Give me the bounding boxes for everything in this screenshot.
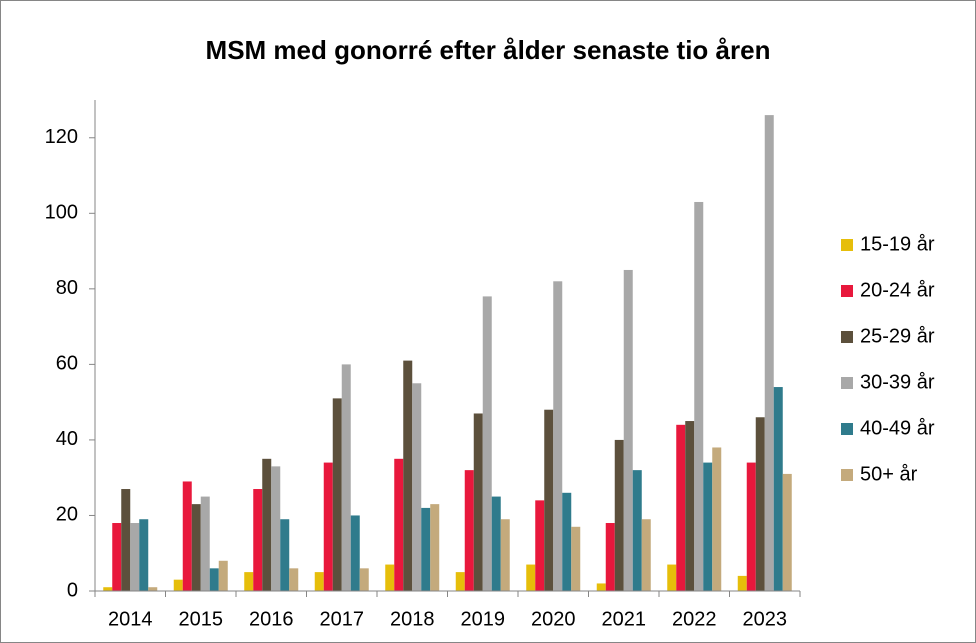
x-tick-label: 2015: [179, 608, 224, 630]
bar: [412, 383, 422, 591]
y-tick-label: 0: [67, 579, 78, 601]
legend-label: 30-39 år: [860, 371, 935, 393]
bar: [130, 523, 140, 591]
x-tick-label: 2021: [602, 608, 647, 630]
legend-label: 50+ år: [860, 463, 918, 485]
x-tick-label: 2016: [249, 608, 294, 630]
bar: [773, 387, 783, 591]
bar: [755, 417, 765, 591]
bar: [737, 575, 747, 591]
legend-label: 40-49 år: [860, 417, 935, 439]
bar: [209, 568, 219, 591]
bar: [359, 568, 369, 591]
bar: [200, 496, 210, 591]
x-tick-label: 2017: [320, 608, 365, 630]
bar: [421, 507, 431, 591]
bar: [544, 409, 554, 591]
y-tick-label: 20: [56, 504, 78, 526]
legend-swatch: [841, 423, 853, 435]
y-tick-label: 60: [56, 353, 78, 375]
chart-title: MSM med gonorré efter ålder senaste tio …: [206, 35, 771, 65]
bar: [596, 583, 606, 591]
x-tick-label: 2019: [461, 608, 506, 630]
y-tick-label: 40: [56, 428, 78, 450]
legend-label: 25-29 år: [860, 325, 935, 347]
bar: [746, 462, 756, 591]
bar: [473, 413, 483, 591]
bar: [332, 398, 342, 591]
legend-label: 15-19 år: [860, 233, 935, 255]
bar: [571, 526, 581, 591]
bar: [385, 564, 395, 591]
bar: [244, 572, 254, 591]
legend-swatch: [841, 331, 853, 343]
x-tick-label: 2014: [108, 608, 153, 630]
legend-swatch: [841, 239, 853, 251]
y-tick-label: 100: [45, 202, 78, 224]
bar: [553, 281, 563, 591]
bar: [491, 496, 501, 591]
bar: [271, 466, 281, 591]
bar: [605, 523, 615, 591]
legend-swatch: [841, 377, 853, 389]
legend-swatch: [841, 469, 853, 481]
x-tick-label: 2020: [531, 608, 576, 630]
bar: [464, 470, 474, 591]
bar: [712, 447, 722, 591]
bar: [262, 458, 272, 591]
y-tick-label: 120: [45, 126, 78, 148]
bar: [314, 572, 324, 591]
bar: [289, 568, 299, 591]
bar: [280, 519, 290, 591]
bar: [430, 504, 440, 591]
bar: [623, 269, 633, 591]
bar: [526, 564, 536, 591]
bar: [403, 360, 413, 591]
bar: [139, 519, 149, 591]
bar: [685, 421, 695, 591]
bar: [482, 296, 492, 591]
bar: [182, 481, 192, 591]
bar: [394, 458, 404, 591]
bar: [121, 489, 131, 591]
bar: [341, 364, 351, 591]
bar: [614, 439, 624, 591]
bar: [641, 519, 651, 591]
bar: [703, 462, 713, 591]
bar: [112, 523, 122, 591]
bar: [455, 572, 465, 591]
x-tick-label: 2018: [390, 608, 435, 630]
y-tick-label: 80: [56, 277, 78, 299]
bar: [562, 492, 572, 591]
bar: [694, 201, 704, 591]
bar: [764, 115, 774, 591]
legend-label: 20-24 år: [860, 279, 935, 301]
x-tick-label: 2023: [743, 608, 788, 630]
bar: [323, 462, 333, 591]
x-tick-label: 2022: [672, 608, 717, 630]
bar: [173, 579, 183, 591]
bar: [500, 519, 510, 591]
bar: [148, 587, 158, 591]
bar: [253, 489, 263, 591]
bar: [667, 564, 677, 591]
bar: [676, 424, 686, 591]
bar: [191, 504, 201, 591]
bar: [632, 470, 642, 591]
legend-swatch: [841, 285, 853, 297]
bar: [350, 515, 360, 591]
bar: [782, 473, 792, 591]
bar: [218, 560, 228, 591]
bar: [103, 587, 113, 591]
bar: [535, 500, 545, 591]
